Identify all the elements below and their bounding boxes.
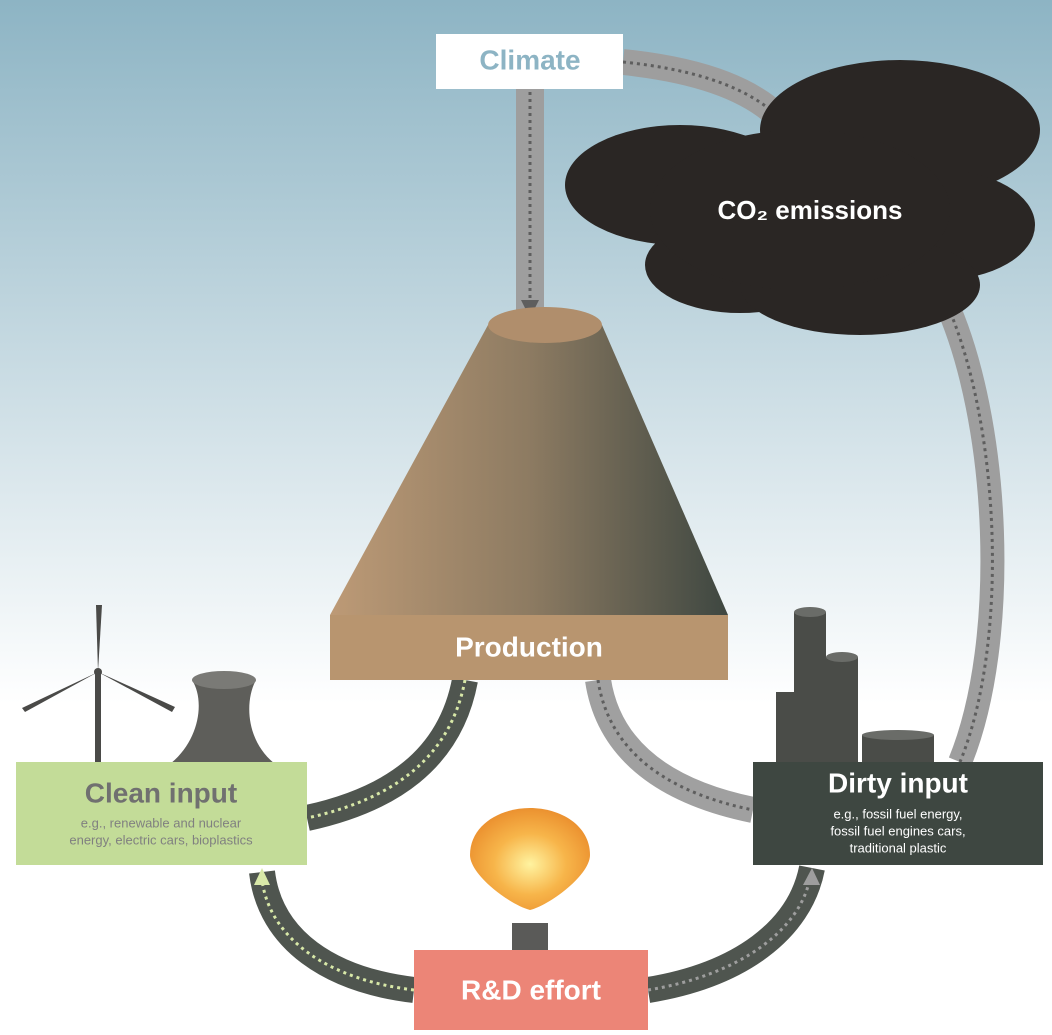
arrow-dots: [306, 679, 467, 820]
dirty-description: traditional plastic: [850, 840, 947, 855]
arrow-dots: [260, 879, 415, 992]
clean-description: energy, electric cars, bioplastics: [69, 832, 253, 847]
climate-box: [436, 34, 623, 89]
arrow-dots: [647, 877, 812, 992]
arrow-dots: [943, 299, 994, 763]
dirty-description: e.g., fossil fuel energy,: [833, 806, 962, 821]
bulb: [470, 808, 590, 910]
emissions-label: CO₂ emissions: [718, 195, 903, 225]
dirty-label: Dirty input: [828, 767, 968, 798]
clean-icons: [22, 605, 275, 764]
arrow-dots: [596, 679, 754, 812]
cloud: [565, 60, 1040, 335]
production-box: [330, 615, 728, 680]
arrows: [249, 49, 1005, 1003]
dirty-icons: [776, 607, 934, 764]
clean-box: [16, 762, 307, 865]
production-cone: [330, 325, 728, 615]
bulb-base: [512, 923, 548, 951]
climate-label: Climate: [479, 44, 580, 75]
clean-label: Clean input: [85, 777, 237, 808]
clean-description: e.g., renewable and nuclear: [81, 815, 242, 830]
production-label: Production: [455, 631, 603, 662]
arrow-head: [803, 868, 820, 885]
rd-box: [414, 950, 648, 1030]
rd-label: R&D effort: [461, 974, 601, 1005]
production-top: [488, 307, 602, 343]
arrow-head: [254, 868, 270, 885]
dirty-description: fossil fuel engines cars,: [830, 823, 965, 838]
dirty-box: [753, 762, 1043, 865]
